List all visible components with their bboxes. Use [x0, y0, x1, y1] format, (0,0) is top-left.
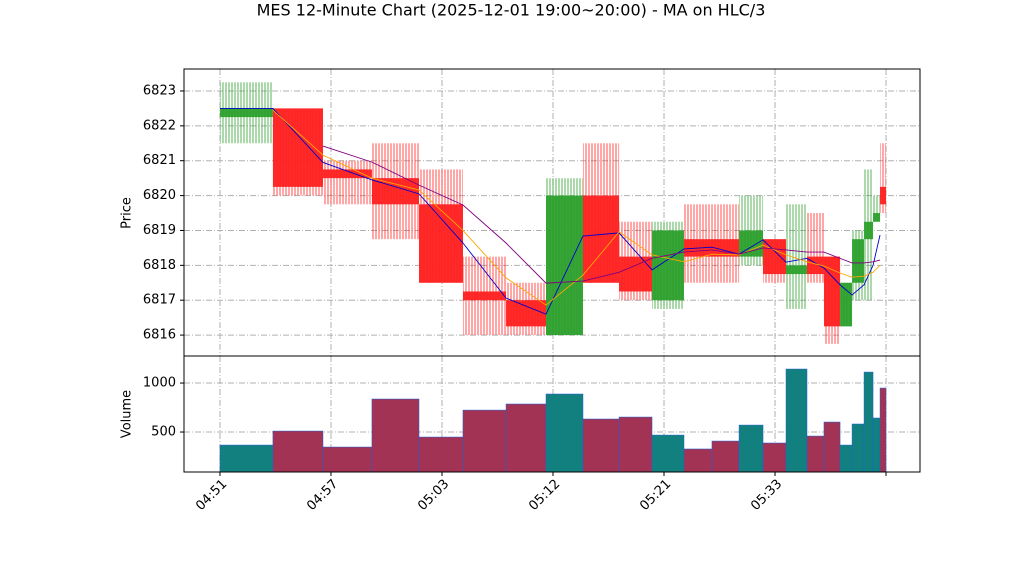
plot-frame [183, 355, 921, 473]
volume-bar [806, 435, 825, 473]
volume-bar [272, 430, 324, 473]
candle-body [419, 204, 463, 283]
volume-bar [785, 368, 808, 473]
y-tick-label: 500 [151, 425, 176, 440]
candle-wick [873, 195, 881, 222]
candle-body [873, 213, 881, 222]
y-tick-label: 6816 [143, 328, 176, 343]
ma-line [322, 145, 881, 284]
candle-wick [880, 143, 887, 214]
y-tick-label: 6818 [143, 258, 176, 273]
chart-title: MES 12-Minute Chart (2025-12-01 19:00~20… [257, 1, 766, 20]
candle-body [272, 108, 323, 187]
volume-bar [545, 393, 584, 473]
candle-body [852, 239, 865, 283]
y-tick-label: 6821 [143, 153, 176, 168]
volume-bar [863, 371, 874, 473]
candle-body [619, 256, 653, 292]
volume-bar [683, 448, 713, 473]
candle-body [506, 300, 547, 327]
candle-wick [786, 204, 807, 309]
x-tick-label: 05:12 [526, 477, 563, 514]
volume-bar [738, 424, 764, 473]
ma-line [219, 107, 881, 315]
volume-bar [462, 409, 507, 473]
x-tick-label: 04:57 [304, 477, 341, 514]
candle-body [880, 186, 887, 205]
volume-bar [872, 417, 881, 473]
volume-bar [371, 398, 420, 473]
volume-bar [322, 446, 373, 473]
volume-bar [823, 421, 841, 473]
y-tick-label: 6819 [143, 223, 176, 238]
volume-bar [839, 444, 853, 473]
x-tick-label: 05:03 [415, 477, 452, 514]
volume-bar [505, 403, 547, 473]
volume-bar [711, 440, 740, 473]
volume-bar [418, 436, 464, 473]
candle-body [322, 169, 372, 179]
volume-bar [762, 442, 787, 473]
y-tick-label: 1000 [143, 376, 176, 391]
y-tick-label: 6822 [143, 118, 176, 133]
y-tick-label: 6817 [143, 293, 176, 308]
candle-body [786, 265, 807, 275]
candle-wick [322, 160, 372, 205]
candle-body [840, 282, 853, 327]
candle-body [582, 195, 620, 283]
ma-line [272, 109, 881, 306]
y-tick-label: 6820 [143, 188, 176, 203]
y-axis-label: Volume [120, 390, 135, 438]
y-tick-label: 6823 [143, 83, 176, 98]
candle-body [739, 230, 764, 257]
volume-bar [851, 423, 865, 473]
candle-body [219, 108, 273, 118]
candle-body [864, 221, 874, 240]
candle-body [462, 291, 507, 301]
candle-body [546, 195, 583, 336]
candle-body [823, 256, 841, 327]
volume-bar [582, 418, 620, 473]
y-axis-label: Price [120, 197, 135, 229]
volume-bar [651, 434, 685, 473]
x-tick-label: 04:51 [193, 477, 230, 514]
candle-body [652, 230, 684, 301]
x-tick-label: 05:33 [748, 477, 785, 514]
volume-bar [618, 416, 653, 473]
x-tick-label: 05:21 [637, 477, 674, 514]
candle-body [763, 239, 787, 275]
volume-bar [879, 387, 887, 473]
volume-bar [219, 444, 274, 473]
